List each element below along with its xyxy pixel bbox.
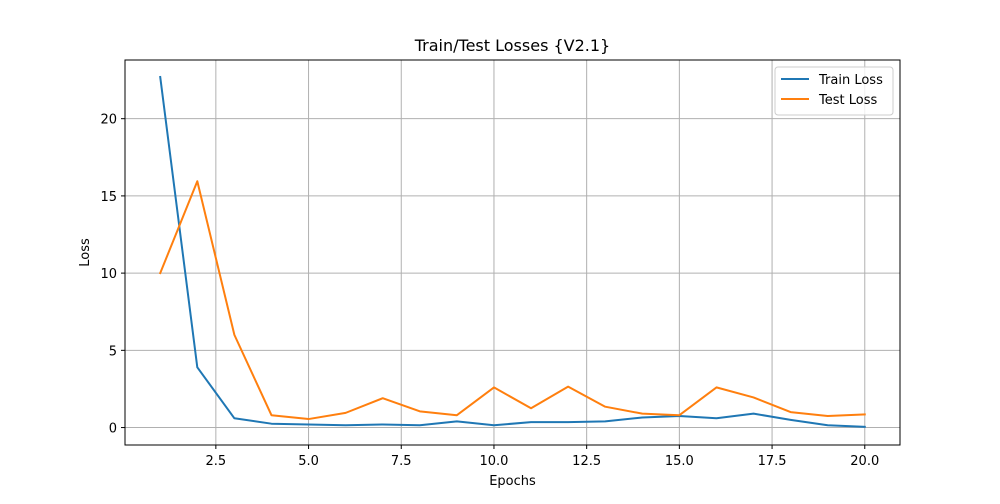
y-tick-label: 10 [100,267,117,282]
series-line-test-loss [158,180,866,421]
axis-ticks: 2.5 5.0 7.5 10.0 12.5 15.0 17.5 20.0 0 5 10 15 20 [100,113,879,469]
legend: Train Loss Test Loss [774,66,894,116]
series-line-train-loss [159,75,866,428]
x-tick-label: 10.0 [479,454,508,469]
x-tick-label: 17.5 [758,454,787,469]
y-tick-label: 5 [109,344,117,359]
x-tick-label: 20.0 [850,454,879,469]
grid-lines [125,60,900,445]
x-tick-label: 12.5 [572,454,601,469]
x-axis-label: Epochs [489,474,536,489]
chart-title: Train/Test Losses {V2.1} [414,36,610,55]
y-tick-label: 20 [100,113,117,128]
x-tick-label: 7.5 [391,454,412,469]
legend-label-test-loss: Test Loss [818,93,877,108]
x-tick-label: 5.0 [298,454,319,469]
plot-frame [124,59,901,446]
y-axis-label: Loss [78,238,93,267]
y-tick-label: 15 [100,190,117,205]
x-tick-label: 15.0 [665,454,694,469]
series-lines [158,75,866,428]
y-tick-label: 0 [109,422,117,437]
legend-label-train-loss: Train Loss [818,73,883,88]
x-tick-label: 2.5 [206,454,227,469]
